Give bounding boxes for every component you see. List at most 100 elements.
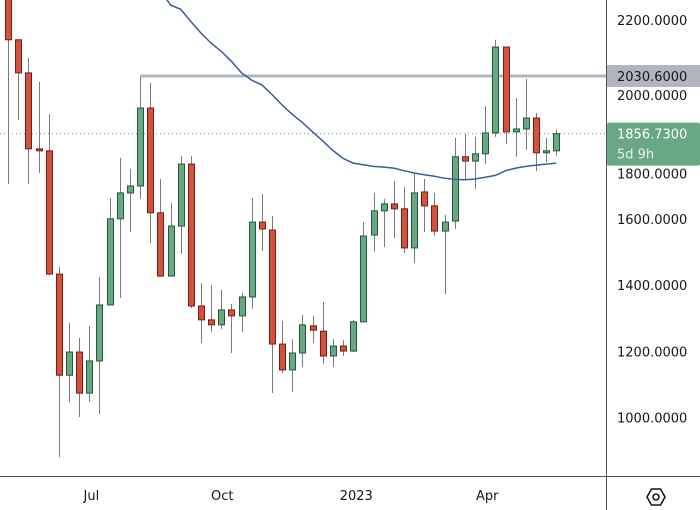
- candle: [411, 173, 418, 263]
- horizontal-level-value: 2030.6000: [617, 70, 687, 85]
- candle: [137, 76, 144, 199]
- time-tick-label: 2023: [340, 489, 373, 504]
- candle-body-down: [46, 150, 53, 275]
- price-axis[interactable]: 2200.0000 2000.0000 1800.0000 1600.0000 1400…: [617, 14, 687, 427]
- candle: [208, 285, 215, 333]
- candle: [107, 197, 114, 306]
- candle: [36, 81, 43, 174]
- candle-body-up: [218, 309, 225, 326]
- candle-body-up: [117, 192, 124, 220]
- candle-body-up: [411, 192, 418, 249]
- candle: [442, 214, 449, 295]
- candle: [289, 339, 296, 393]
- candle-body-up: [371, 210, 378, 236]
- candle-body-up: [86, 360, 93, 394]
- candle-body-down: [431, 205, 438, 232]
- bar-countdown: 5d 9h: [617, 148, 654, 163]
- candle: [117, 157, 124, 298]
- candle-body-up: [482, 132, 489, 155]
- candle: [320, 301, 327, 364]
- candle-body-down: [310, 325, 317, 331]
- candle-body-down: [391, 203, 398, 210]
- price-tick-label: 1000.0000: [617, 412, 687, 427]
- candle-body-up: [178, 163, 185, 227]
- candle: [279, 320, 286, 373]
- candle: [86, 325, 93, 403]
- candle: [168, 202, 175, 277]
- candle: [25, 58, 32, 184]
- candle-body-up: [249, 221, 256, 298]
- candle-body-down: [157, 212, 164, 277]
- price-tick-label: 2200.0000: [617, 14, 687, 29]
- candle: [401, 186, 408, 253]
- candle: [462, 133, 469, 180]
- candle-body-up: [553, 133, 560, 152]
- candle: [553, 129, 560, 156]
- candle-body-down: [5, 0, 12, 41]
- candle: [523, 78, 530, 150]
- candle: [391, 180, 398, 238]
- candle: [472, 136, 479, 189]
- settings-button[interactable]: [646, 488, 666, 506]
- candle-body-down: [188, 163, 195, 307]
- candle-body-up: [492, 46, 499, 134]
- candle: [360, 222, 367, 323]
- candle: [46, 114, 53, 276]
- candle-body-up: [107, 218, 114, 306]
- candle-body-up: [96, 304, 103, 362]
- hexagon-settings-icon[interactable]: [646, 488, 666, 506]
- candle-body-down: [320, 330, 327, 357]
- candle-body-up: [452, 156, 459, 222]
- candle-body-down: [228, 309, 235, 317]
- candle: [503, 46, 510, 144]
- candle: [431, 192, 438, 237]
- candle: [513, 97, 520, 157]
- candle: [56, 266, 63, 458]
- candle-body-up: [350, 321, 357, 352]
- candle: [15, 39, 22, 120]
- candle: [239, 293, 246, 333]
- candle-body-up: [381, 203, 388, 212]
- price-tick-label: 1200.0000: [617, 345, 687, 360]
- candle-body-up: [442, 221, 449, 232]
- candle-body-up: [523, 117, 530, 130]
- candle: [218, 290, 225, 330]
- horizontal-level-tag: [607, 65, 700, 88]
- candle: [147, 82, 154, 243]
- candle: [269, 216, 276, 394]
- candle: [299, 314, 306, 367]
- time-axis[interactable]: Jul Oct 2023 Apr: [83, 489, 500, 504]
- last-price-value: 1856.7300: [617, 128, 687, 143]
- plot-area[interactable]: [0, 0, 606, 458]
- candle: [310, 315, 317, 344]
- candle-body-up: [168, 225, 175, 277]
- candle: [198, 283, 205, 344]
- candle: [381, 198, 388, 247]
- candle-body-up: [513, 128, 520, 133]
- price-tick-label: 1400.0000: [617, 279, 687, 294]
- time-tick-label: Apr: [476, 489, 499, 504]
- candle-body-down: [36, 148, 43, 152]
- candle-body-down: [25, 72, 32, 150]
- candle-body-up: [330, 345, 337, 357]
- candle-body-up: [127, 185, 134, 194]
- candle-body-up: [239, 296, 246, 317]
- candle-body-down: [259, 221, 266, 230]
- candle-body-down: [269, 229, 276, 345]
- candle: [492, 39, 499, 137]
- last-price-tag: [607, 122, 700, 166]
- candle-body-up: [137, 107, 144, 187]
- settings-center-icon: [652, 493, 660, 501]
- time-tick-label: Jul: [83, 489, 100, 504]
- price-tags: 2030.6000 1856.7300 5d 9h: [607, 65, 700, 166]
- price-tick-label: 1600.0000: [617, 213, 687, 228]
- moving-average-line: [166, 0, 557, 181]
- candle-body-down: [533, 117, 540, 154]
- candle: [371, 192, 378, 252]
- candle-body-down: [15, 39, 22, 74]
- candle: [127, 169, 134, 233]
- candle: [178, 155, 185, 254]
- candle: [76, 338, 83, 417]
- candle: [5, 0, 12, 184]
